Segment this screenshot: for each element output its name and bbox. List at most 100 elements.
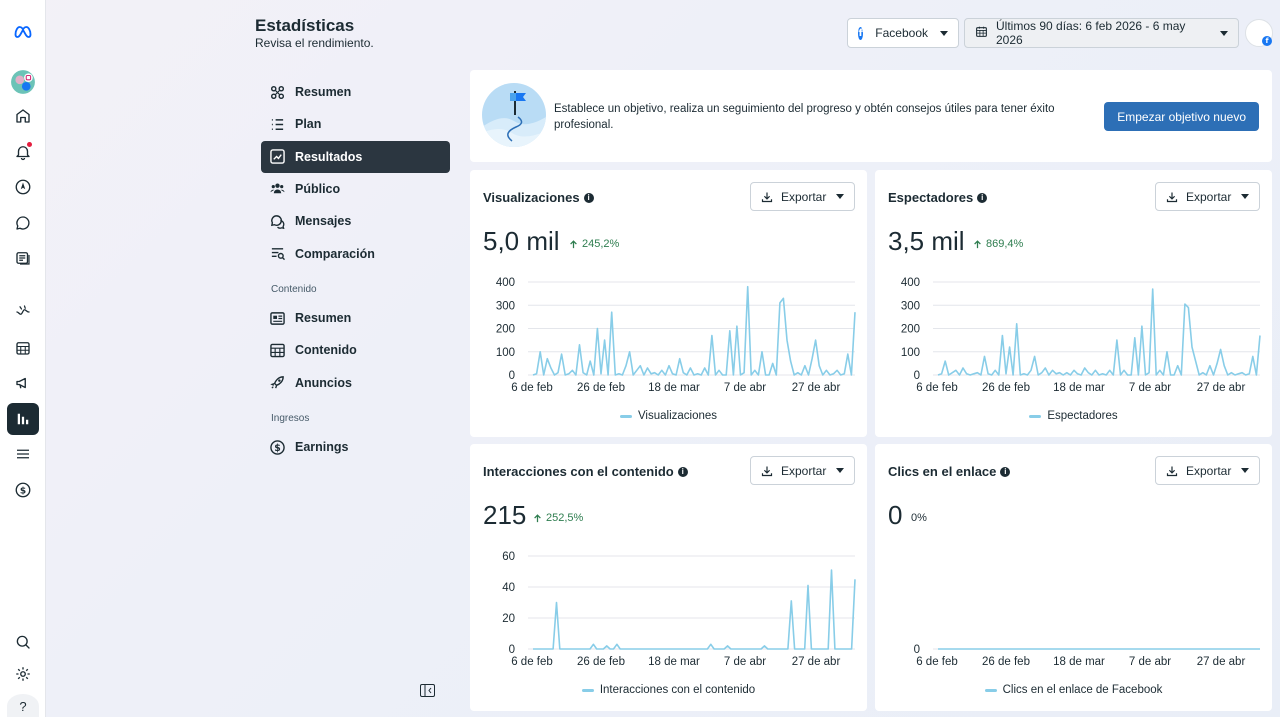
export-button[interactable]: Exportar — [1155, 182, 1260, 211]
y-tick-label: 200 — [901, 324, 920, 336]
chevron-down-icon — [836, 194, 844, 199]
y-tick-label: 400 — [901, 277, 920, 289]
y-tick-label: 20 — [502, 613, 515, 625]
chevron-down-icon — [1220, 30, 1228, 36]
y-tick-label: 0 — [509, 644, 515, 656]
svg-text:$: $ — [20, 486, 26, 496]
export-label: Exportar — [1186, 463, 1232, 478]
series-line — [533, 569, 856, 650]
x-tick-label: 27 de abr — [1197, 382, 1246, 394]
list-icon — [271, 118, 284, 130]
download-icon — [1166, 466, 1178, 476]
legend-swatch — [619, 414, 632, 418]
nav-item-contenido[interactable]: Contenido — [261, 334, 450, 366]
x-tick-label: 18 de mar — [648, 656, 700, 668]
messages-icon — [270, 214, 285, 229]
calendar-icon[interactable] — [7, 332, 39, 364]
card-title: Espectadores i — [888, 190, 988, 205]
x-tick-label: 6 de feb — [511, 656, 553, 668]
chart-legend: Interacciones con el contenido — [470, 684, 867, 696]
x-tick-label: 18 de mar — [1053, 656, 1105, 668]
x-tick-label: 26 de feb — [982, 382, 1030, 394]
nav-item-comparación[interactable]: Comparación — [261, 238, 450, 270]
megaphone-icon[interactable] — [7, 367, 39, 399]
legend-label: Clics en el enlace de Facebook — [1002, 684, 1163, 696]
x-tick-label: 6 de feb — [916, 656, 958, 668]
nav-section-content: Contenido — [271, 284, 317, 295]
x-tick-label: 26 de feb — [982, 656, 1030, 668]
nav-item-label: Resumen — [295, 85, 352, 99]
metric-delta-value: 869,4% — [986, 238, 1024, 250]
dollar-icon: $ — [270, 439, 285, 455]
dollar-icon[interactable]: $ — [7, 474, 39, 506]
y-tick-label: 100 — [901, 347, 920, 359]
line-chart: 0 100 200 300 400 6 de feb 26 de feb 18 de mar 7… — [901, 277, 1261, 394]
trend-icon — [270, 149, 285, 164]
meta-logo-icon[interactable] — [7, 16, 39, 48]
calendar-icon — [975, 25, 988, 41]
nav-item-label: Contenido — [295, 343, 357, 358]
x-tick-label: 27 de abr — [792, 382, 841, 394]
account-avatar[interactable]: f — [1245, 19, 1273, 47]
legend-label: Espectadores — [1047, 410, 1118, 422]
download-icon — [761, 466, 773, 476]
date-range-dropdown[interactable]: Últimos 90 días: 6 feb 2026 - 6 may 2026 — [964, 18, 1239, 48]
home-icon[interactable] — [7, 100, 39, 132]
gear-icon[interactable] — [7, 658, 39, 690]
export-button[interactable]: Exportar — [750, 182, 855, 211]
chart-legend: Visualizaciones — [470, 410, 867, 422]
nav-item-público[interactable]: Público — [261, 173, 450, 205]
chevron-down-icon — [836, 468, 844, 473]
info-icon[interactable]: i — [583, 192, 594, 203]
goal-banner-text: Establece un objetivo, realiza un seguim… — [554, 103, 1055, 131]
metric-delta: 869,4% — [973, 238, 1023, 250]
metric-card: 0 20 40 60 6 de feb 26 de feb 18 de mar 7 de ab… — [470, 444, 867, 711]
nav-item-resultados[interactable]: Resultados — [261, 140, 450, 173]
feed-icon[interactable] — [7, 242, 39, 274]
line-chart: 0 100 200 300 400 6 de feb 26 de feb 18 de mar 7… — [496, 277, 856, 394]
goal-banner: Establece un objetivo, realiza un seguim… — [470, 70, 1272, 162]
profile-avatar-icon[interactable] — [7, 66, 39, 98]
x-tick-label: 7 de abr — [724, 382, 766, 394]
metric-delta-value: 245,2% — [582, 238, 620, 250]
nav-item-earnings[interactable]: $ Earnings — [261, 431, 450, 463]
x-tick-label: 27 de abr — [792, 656, 841, 668]
nav-item-label: Earnings — [295, 440, 349, 454]
x-tick-label: 18 de mar — [648, 382, 700, 394]
nav-item-resumen[interactable]: Resumen — [261, 302, 450, 334]
menu-icon[interactable] — [7, 438, 39, 470]
nav-item-anuncios[interactable]: Anuncios — [261, 367, 450, 399]
collapse-sidebar-icon[interactable] — [420, 684, 435, 698]
arrow-up-icon — [534, 513, 541, 522]
nav-item-label: Anuncios — [295, 375, 352, 390]
search-icon[interactable] — [7, 626, 39, 658]
help-icon[interactable]: ? — [7, 694, 39, 717]
metric-delta-value: 0% — [911, 512, 927, 524]
export-button[interactable]: Exportar — [1155, 456, 1260, 485]
page-subtitle: Revisa el rendimiento. — [255, 36, 374, 50]
nav-item-resumen[interactable]: Resumen — [261, 76, 450, 108]
platform-dropdown[interactable]: f Facebook — [847, 18, 959, 48]
nav-item-plan[interactable]: Plan — [261, 108, 450, 140]
insights-icon[interactable] — [7, 403, 39, 435]
page-title: Estadísticas — [255, 16, 355, 35]
nav-item-mensajes[interactable]: Mensajes — [261, 205, 450, 237]
export-button[interactable]: Exportar — [750, 456, 855, 485]
info-icon[interactable]: i — [677, 466, 688, 477]
start-goal-button[interactable]: Empezar objetivo nuevo — [1104, 102, 1259, 131]
card-title-text: Visualizaciones — [483, 190, 580, 205]
chat-icon[interactable] — [7, 207, 39, 239]
export-label: Exportar — [781, 189, 827, 204]
info-icon[interactable]: i — [1000, 466, 1011, 477]
bell-icon[interactable] — [7, 136, 39, 168]
nav-item-label: Plan — [295, 117, 322, 132]
y-tick-label: 300 — [901, 300, 920, 312]
line-chart: 06 de feb 26 de feb 18 de mar 7 de abr 27 de… — [914, 644, 1260, 668]
y-tick-label: 0 — [509, 370, 515, 382]
compass-icon[interactable] — [7, 171, 39, 203]
inbox-icon[interactable] — [7, 296, 39, 328]
y-tick-label: 200 — [496, 324, 515, 336]
info-icon[interactable]: i — [977, 192, 988, 203]
legend-label: Visualizaciones — [637, 410, 718, 422]
